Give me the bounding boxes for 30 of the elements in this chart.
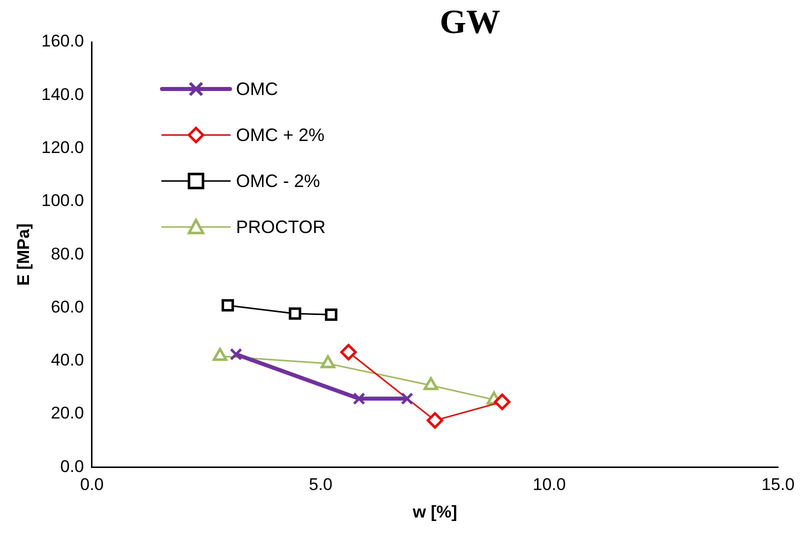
x-tick-label: 10.0 [532, 475, 566, 494]
y-tick-label: 60.0 [50, 297, 84, 316]
point [288, 307, 302, 320]
y-tick-label: 120.0 [41, 138, 84, 157]
point [494, 394, 510, 410]
y-tick-label: 20.0 [50, 404, 84, 423]
point [340, 344, 357, 360]
point [230, 348, 242, 360]
point [400, 392, 414, 405]
y-tick-label: 160.0 [41, 32, 84, 51]
y-tick-label: 140.0 [41, 84, 84, 104]
point [352, 392, 366, 405]
point [222, 299, 234, 312]
point [426, 412, 444, 429]
y-axis-title: E [MPa] [14, 223, 33, 286]
x-tick-label: 5.0 [308, 475, 332, 494]
y-tick-label: 100.0 [41, 191, 84, 210]
legend-label: OMC - 2% [236, 170, 320, 192]
point [324, 308, 338, 321]
legend-label: OMC + 2% [236, 124, 325, 146]
point [424, 377, 438, 390]
y-tick-label: 40.0 [50, 350, 84, 370]
x-tick-label: 15.0 [761, 475, 795, 494]
legend-label: PROCTOR [236, 216, 326, 238]
x-tick-label: 0.0 [80, 475, 104, 494]
legend-label: OMC [236, 78, 278, 100]
x-axis-title: w [%] [412, 502, 458, 522]
y-tick-label: 0.0 [60, 456, 84, 476]
y-tick-label: 80.0 [50, 244, 84, 264]
chart-title: GW [438, 4, 502, 42]
